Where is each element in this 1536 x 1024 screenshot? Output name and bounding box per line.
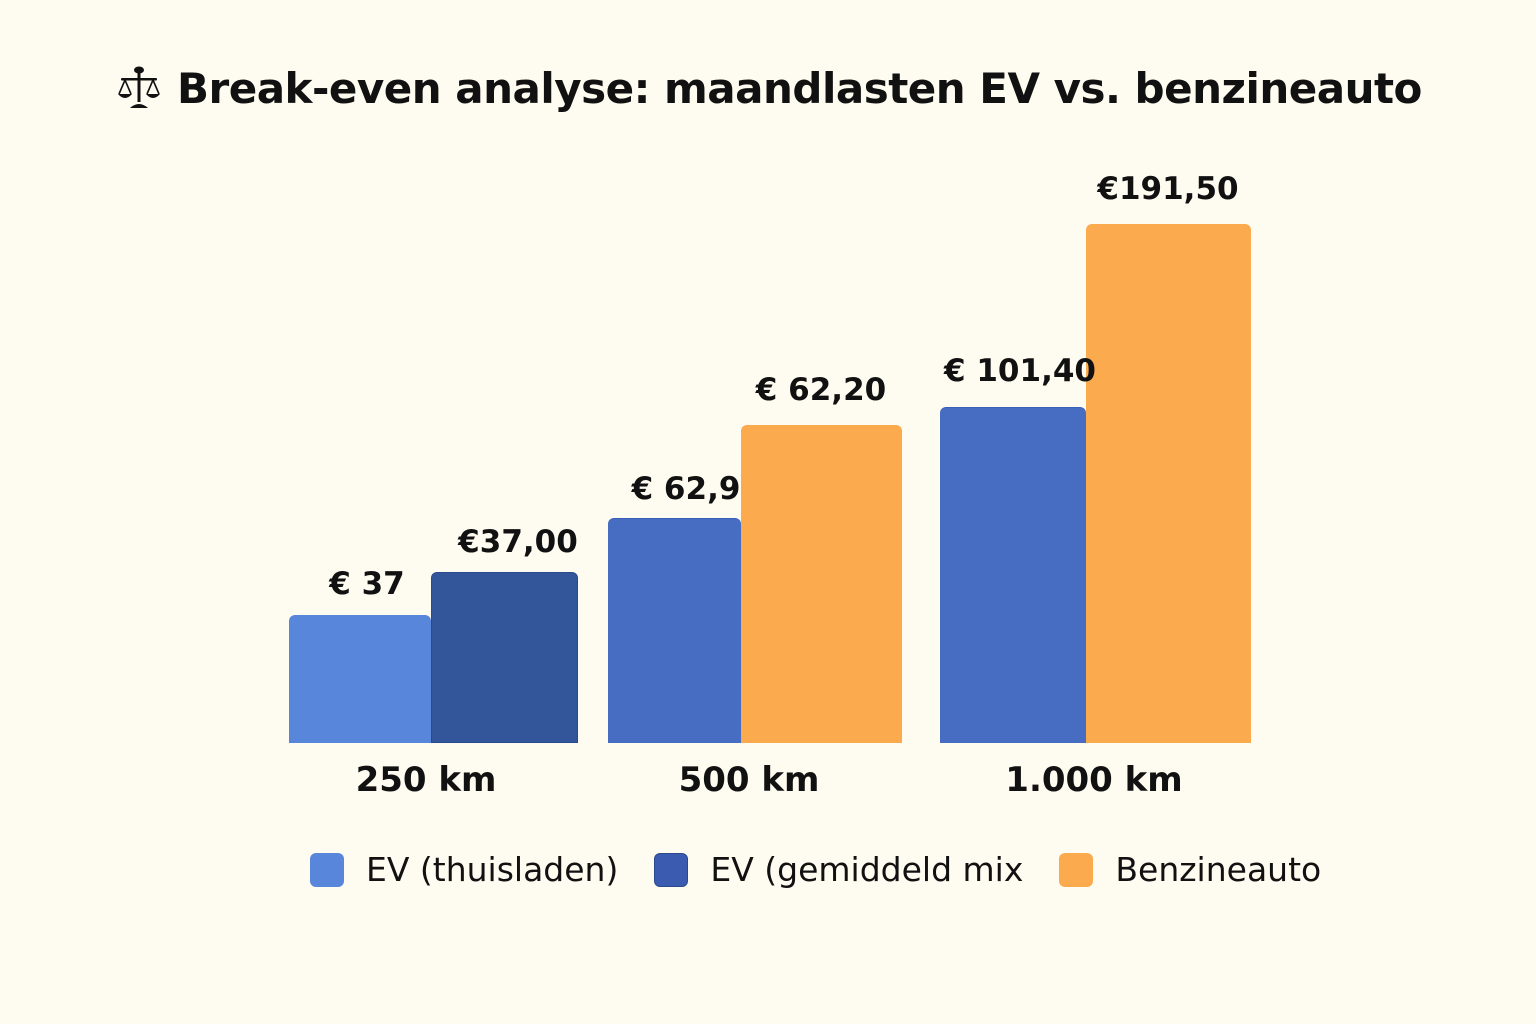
bar-500km-petrol (741, 425, 902, 743)
chart-title-text: Break-even analyse: maandlasten EV vs. b… (177, 63, 1422, 113)
category-label-250km: 250 km (355, 760, 497, 800)
legend-item-ev-mix: EV (gemiddeld mix (654, 850, 1023, 889)
bar-500km-ev (608, 518, 741, 743)
category-label-500km: 500 km (678, 760, 820, 800)
value-label: € 101,40 (944, 353, 1096, 389)
category-label-1000km: 1.000 km (1005, 760, 1183, 800)
chart-title: Break-even analyse: maandlasten EV vs. b… (115, 58, 1422, 118)
balance-scale-icon (118, 66, 160, 108)
value-label: € 37 (329, 566, 405, 602)
legend-item-ev-home: EV (thuisladen) (310, 850, 618, 889)
bar-1000km-petrol (1086, 224, 1251, 743)
value-label: €191,50 (1097, 171, 1239, 207)
legend-label: EV (gemiddeld mix (710, 850, 1024, 889)
bar-250km-ev-home (289, 615, 431, 743)
bar-250km-ev-mix (431, 572, 578, 743)
legend-swatch-ev-mix (654, 852, 689, 887)
legend-label: Benzineauto (1115, 850, 1322, 889)
legend-label: EV (thuisladen) (366, 850, 619, 889)
bar-1000km-ev (940, 407, 1086, 743)
value-label: € 62,9 (631, 471, 741, 507)
legend: EV (thuisladen) EV (gemiddeld mix Benzin… (310, 850, 1357, 889)
legend-swatch-petrol (1059, 852, 1094, 887)
legend-item-petrol: Benzineauto (1059, 850, 1321, 889)
legend-swatch-ev-home (310, 852, 344, 887)
value-label: €37,00 (458, 524, 578, 560)
value-label: € 62,20 (755, 372, 887, 408)
